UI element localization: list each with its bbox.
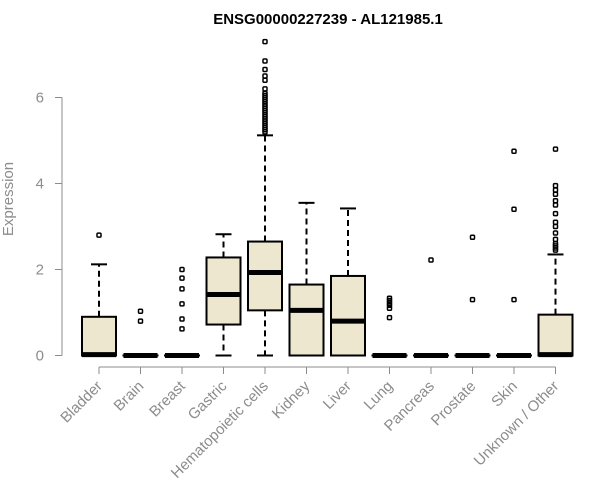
outlier-point xyxy=(386,305,393,311)
outlier-point xyxy=(262,58,268,64)
box-breast xyxy=(164,266,200,358)
outlier-point xyxy=(552,210,559,217)
outlier-point xyxy=(552,219,559,225)
outlier-point xyxy=(262,77,268,84)
box-rect xyxy=(205,256,242,326)
box-lung xyxy=(371,295,408,358)
box-prostate xyxy=(454,234,491,358)
box-rect xyxy=(81,315,117,357)
outlier-point xyxy=(552,182,559,189)
y-axis-label: Expression xyxy=(0,162,17,236)
outlier-point xyxy=(552,146,559,152)
box-unknown-other xyxy=(537,146,574,358)
x-tick-label: Bladder xyxy=(57,378,106,427)
x-tick-label: Prostate xyxy=(428,378,480,430)
outlier-point xyxy=(179,326,185,332)
outlier-point xyxy=(552,197,559,204)
outlier-point xyxy=(552,223,559,230)
outlier-point xyxy=(469,296,476,303)
box-skin xyxy=(496,148,532,358)
x-tick-label: Liver xyxy=(320,378,355,413)
y-tick-label: 0 xyxy=(36,348,44,365)
outlier-point xyxy=(262,38,268,45)
y-tick-label: 2 xyxy=(36,262,44,279)
y-tick-label: 4 xyxy=(36,176,44,193)
outlier-point xyxy=(179,266,185,273)
outlier-point xyxy=(96,232,102,238)
y-tick-label: 6 xyxy=(36,90,44,107)
box-rect xyxy=(537,313,574,357)
x-tick-label: Lung xyxy=(361,378,397,414)
outlier-point xyxy=(262,66,268,73)
outlier-point xyxy=(552,236,559,243)
chart-title: ENSG00000227239 - AL121985.1 xyxy=(213,11,443,28)
box-liver xyxy=(330,207,366,357)
box-bladder xyxy=(81,232,117,358)
outlier-point xyxy=(552,191,559,197)
outlier-point xyxy=(262,73,268,79)
outlier-point xyxy=(552,202,559,208)
outlier-point xyxy=(469,234,476,240)
x-tick-label: Breast xyxy=(146,377,189,420)
box-hematopoietic-cells xyxy=(247,38,283,357)
outlier-point xyxy=(137,308,144,314)
box-rect xyxy=(288,283,325,357)
x-tick-label: Brain xyxy=(111,378,148,415)
x-tick-label: Skin xyxy=(488,378,521,411)
box-kidney xyxy=(288,201,325,357)
outlier-point xyxy=(179,275,185,281)
outlier-point xyxy=(552,230,559,236)
outlier-point xyxy=(179,301,185,307)
outlier-point xyxy=(428,257,434,263)
outlier-point xyxy=(179,316,185,322)
box-pancreas xyxy=(413,257,449,358)
box-gastric xyxy=(205,233,242,357)
box-rect xyxy=(247,240,283,312)
outlier-point xyxy=(179,286,185,292)
outlier-point xyxy=(262,86,268,92)
outlier-point xyxy=(511,296,517,303)
boxes-group xyxy=(81,38,574,358)
x-tick-label: Kidney xyxy=(269,377,314,422)
box-brain xyxy=(122,308,159,358)
outlier-point xyxy=(511,206,517,213)
outlier-point xyxy=(511,148,517,154)
outlier-point xyxy=(552,187,559,193)
outlier-point xyxy=(386,295,393,302)
box-rect xyxy=(330,274,366,357)
outlier-point xyxy=(386,314,393,321)
outlier-point xyxy=(137,318,144,324)
